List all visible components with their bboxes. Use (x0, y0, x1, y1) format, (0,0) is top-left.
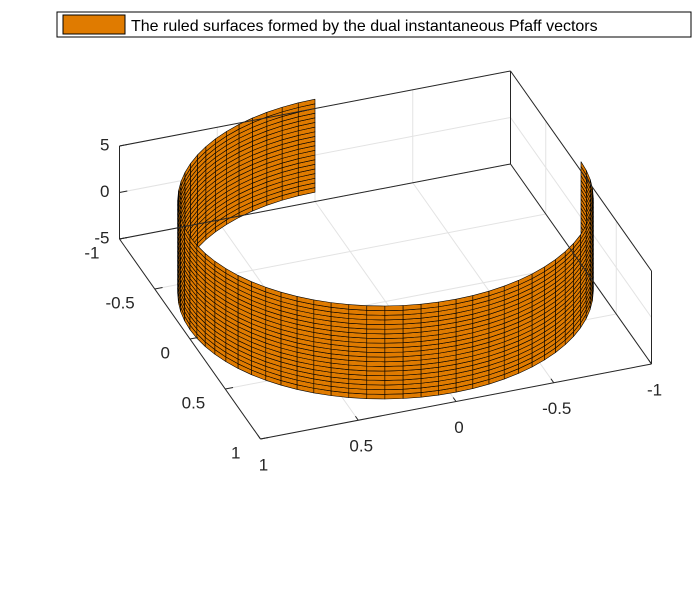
surface-mesh (177, 98, 594, 400)
surface-face (384, 388, 404, 395)
surface-face (384, 365, 404, 372)
surface-face (384, 374, 404, 381)
y-tick-mark (260, 437, 269, 440)
surface-face (384, 342, 404, 349)
surface-face (366, 361, 386, 367)
x-tick-mark (452, 397, 457, 402)
surface-face (366, 389, 386, 395)
surface-face (366, 351, 386, 358)
surface-face (384, 323, 404, 330)
surface-face (366, 314, 386, 321)
y-tick-mark (154, 287, 163, 290)
axes-box-edge (510, 163, 652, 365)
surface-face (366, 333, 386, 339)
surface-face (384, 319, 404, 325)
x-tick-label: 0.5 (349, 437, 373, 456)
tick-labels: -1 -0.5 0 0.5 1 -1 -0.5 0 0.5 1 -5 0 5 (84, 135, 662, 474)
x-tick-label: -0.5 (542, 399, 571, 418)
y-tick-label: 1 (231, 443, 240, 462)
surface-face (384, 384, 404, 391)
surface-face (384, 309, 404, 316)
surface-face (384, 333, 404, 339)
surface-face (384, 379, 404, 386)
surface-face (366, 342, 386, 349)
surface-face (366, 370, 386, 377)
y-tick-mark (225, 387, 234, 390)
y-tick-label: -0.5 (105, 293, 134, 312)
surface-face (384, 347, 404, 353)
surface-face (348, 304, 368, 311)
z-tick-mark (119, 190, 128, 193)
surface-face (366, 384, 386, 391)
x-tick-mark (355, 415, 359, 421)
x-tick-label: 1 (259, 455, 268, 474)
surface-face (366, 356, 386, 363)
surface-face (384, 328, 404, 335)
surface-face (402, 303, 422, 311)
axes-box-edge (119, 163, 511, 240)
legend-swatch (62, 14, 126, 35)
surface-face (366, 310, 386, 316)
z-tick-label: 5 (100, 135, 109, 154)
legend-box (56, 11, 692, 38)
surface-face (384, 314, 404, 321)
surface-face (366, 337, 386, 344)
axes-box-edge (510, 70, 652, 272)
x-tick-label: -1 (647, 380, 662, 399)
surface-face (366, 305, 386, 311)
surface-face (384, 370, 404, 377)
z-tick-label: 0 (100, 182, 109, 201)
surface-face (366, 319, 386, 325)
z-tick-mark (119, 237, 128, 240)
z-tick-mark (119, 144, 128, 147)
surface-face (366, 393, 386, 400)
surface-face (384, 356, 404, 363)
axes-box-edge (119, 70, 511, 147)
x-tick-label: 0 (454, 418, 463, 437)
surface-face (366, 328, 386, 335)
surface-face (366, 365, 386, 372)
surface-face (366, 323, 386, 330)
x-tick-mark (550, 378, 555, 384)
surface-face (384, 305, 404, 311)
y-tick-mark (189, 337, 198, 340)
legend-label: The ruled surfaces formed by the dual in… (131, 18, 598, 35)
surface-face (366, 379, 386, 386)
axes-box (119, 70, 652, 440)
surface-face (366, 347, 386, 353)
surface-face (366, 375, 386, 381)
x-tick-mark (257, 434, 261, 440)
y-tick-label: 0.5 (182, 393, 206, 412)
surface-face (384, 337, 404, 344)
x-tick-mark (648, 359, 652, 365)
surface-face (384, 360, 404, 367)
surface-face (384, 351, 404, 358)
surface-face (384, 393, 404, 400)
legend: The ruled surfaces formed by the dual in… (56, 11, 692, 38)
z-tick-label: -5 (94, 228, 109, 247)
y-tick-label: -1 (84, 243, 99, 262)
y-tick-label: 0 (161, 343, 170, 362)
